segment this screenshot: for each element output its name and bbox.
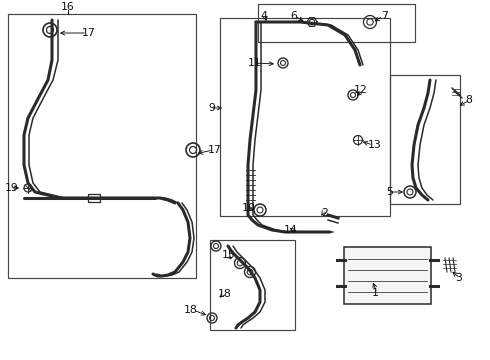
Text: 15: 15 [222,250,236,260]
Text: 17: 17 [82,28,96,38]
Text: 11: 11 [248,58,262,68]
FancyBboxPatch shape [344,247,431,304]
Text: 6: 6 [290,11,297,21]
Text: 5: 5 [386,187,393,197]
Text: 7: 7 [381,11,388,21]
Bar [390,75,460,204]
Text: 18: 18 [218,289,232,299]
Text: 18: 18 [184,305,198,315]
Bar [88,194,100,202]
Text: 9: 9 [208,103,215,113]
Text: 2: 2 [321,208,328,218]
Text: 19: 19 [5,183,19,193]
Bar [258,4,415,42]
Bar [8,14,196,278]
Text: 1: 1 [372,288,379,298]
Text: 16: 16 [61,2,75,12]
Text: 12: 12 [354,85,368,95]
Text: 10: 10 [242,203,256,213]
Text: 13: 13 [368,140,382,150]
Bar [220,18,390,216]
Text: 14: 14 [284,225,298,235]
Text: 4: 4 [260,11,267,21]
Text: 17: 17 [208,145,222,155]
Text: 3: 3 [455,273,462,283]
Text: 8: 8 [465,95,472,105]
Bar [210,240,295,330]
